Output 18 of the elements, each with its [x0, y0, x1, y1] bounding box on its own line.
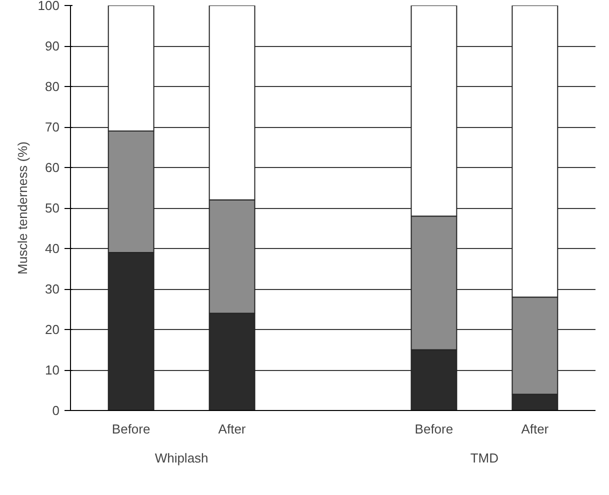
y-tick-label: 100	[38, 0, 60, 13]
y-tick-label: 70	[45, 120, 60, 134]
x-tick-label: After	[521, 422, 550, 436]
x-tick-label: Before	[112, 422, 150, 436]
y-tick-label: 30	[45, 282, 60, 296]
y-tick-label: 80	[45, 79, 60, 94]
y-tick-label: 10	[45, 362, 60, 378]
y-tick-label: 90	[45, 38, 60, 54]
x-tick-label: After	[218, 422, 246, 436]
text: Whiplash	[154, 450, 208, 466]
y-axis-title: Muscle tenderness (%)	[14, 142, 30, 274]
y-tick-label: 50	[45, 200, 60, 216]
y-tick-label: 40	[45, 241, 60, 256]
y-tick-label: 60	[45, 160, 60, 175]
y-tick-label: 0	[52, 403, 60, 418]
x-tick-label: Before	[414, 422, 454, 436]
y-tick-label: 20	[45, 322, 60, 337]
text: TMD	[470, 450, 499, 466]
